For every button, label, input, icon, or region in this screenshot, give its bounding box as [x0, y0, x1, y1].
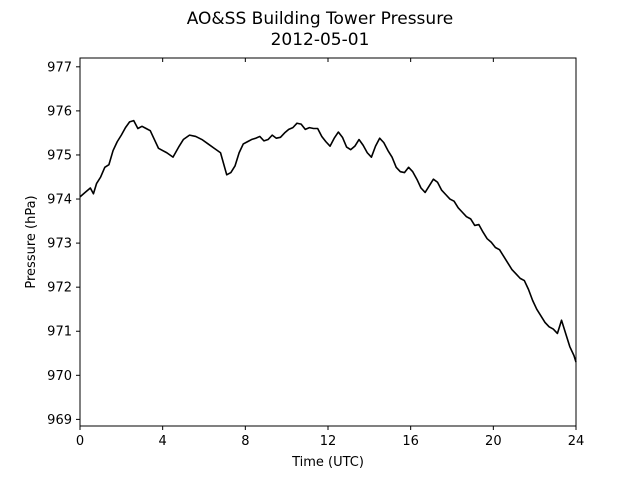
y-tick-label: 973	[47, 237, 72, 252]
plot-area	[79, 57, 577, 427]
x-tick-label: 24	[568, 434, 585, 449]
y-axis-label: Pressure (hPa)	[24, 195, 39, 288]
series-line	[79, 119, 577, 363]
chart-title: AO&SS Building Tower Pressure	[187, 9, 454, 29]
x-tick-label: 12	[320, 434, 337, 449]
y-tick-label: 976	[47, 104, 72, 119]
x-tick-label: 16	[402, 434, 419, 449]
axes-frame	[79, 57, 577, 427]
x-tick-label: 4	[159, 434, 167, 449]
x-tick-label: 0	[76, 434, 84, 449]
y-tick-label: 969	[47, 413, 72, 428]
y-axis-ticks: 969 970 971 972 973 974 975 976 977	[47, 60, 80, 428]
x-tick-label: 20	[485, 434, 502, 449]
y-tick-label: 974	[47, 193, 72, 208]
y-tick-label: 970	[47, 369, 72, 384]
y-tick-label: 971	[47, 325, 72, 340]
x-axis-label: Time (UTC)	[291, 455, 364, 470]
chart-subtitle: 2012-05-01	[271, 30, 370, 50]
y-tick-label: 977	[47, 60, 72, 75]
x-tick-label: 8	[241, 434, 249, 449]
y-tick-label: 975	[47, 148, 72, 163]
x-axis-ticks: 0 4 8 12 16 20 24	[76, 58, 584, 449]
y-tick-label: 972	[47, 281, 72, 296]
